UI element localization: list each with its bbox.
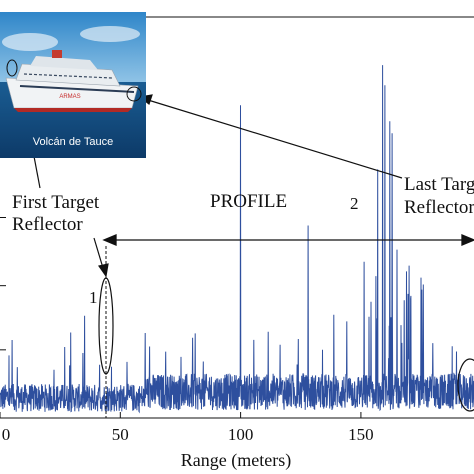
series-layer <box>0 65 474 414</box>
x-tick-label: 0 <box>2 425 11 444</box>
profile-series-line <box>0 65 474 414</box>
first-target-arrow <box>93 237 109 278</box>
ship-name-text: ARMAS <box>59 94 80 100</box>
photo-to-last-arrow <box>138 94 403 179</box>
ship-photo: ARMAS Volcán de Tauce <box>0 12 146 158</box>
marker-2-label: 2 <box>350 194 359 213</box>
first-reflector-ellipse <box>98 277 114 375</box>
x-axis-ticks: 0 50 100 150 <box>0 412 374 444</box>
x-axis-label: Range (meters) <box>181 450 291 471</box>
marker-1-label: 1 <box>89 288 98 307</box>
profile-label: PROFILE <box>210 191 287 212</box>
x-tick-label: 150 <box>348 425 374 444</box>
last-target-label-line2: Reflector <box>404 197 474 218</box>
x-tick-label: 50 <box>112 425 129 444</box>
photo-caption: Volcán de Tauce <box>32 136 114 148</box>
first-target-label-line2: Reflector <box>12 214 83 235</box>
x-tick-label: 100 <box>228 425 254 444</box>
last-target-label-line1: Last Targ <box>404 174 474 195</box>
range-arrow <box>102 234 474 246</box>
last-reflector-ellipse <box>457 358 474 412</box>
first-target-label-line1: First Target <box>12 192 100 213</box>
